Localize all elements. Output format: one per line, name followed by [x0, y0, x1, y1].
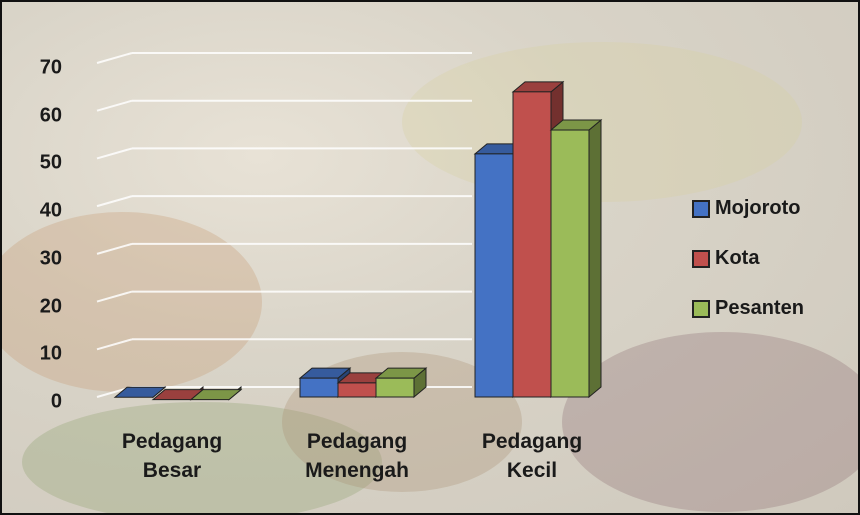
grid-line — [96, 290, 133, 303]
y-tick-label: 0 — [50, 390, 62, 413]
bar — [374, 367, 428, 399]
x-tick-label: Pedagang Besar — [121, 430, 223, 483]
legend-swatch — [692, 199, 710, 218]
bar — [189, 385, 243, 401]
grid-line — [96, 52, 133, 64]
legend-item: Kota — [692, 247, 759, 270]
legend-item: Pesanten — [692, 297, 804, 320]
y-tick-label: 30 — [39, 247, 62, 270]
legend-label: Mojoroto — [715, 197, 801, 219]
x-tick-label: Pedagang Kecil — [481, 430, 583, 483]
legend-item: Mojoroto — [692, 197, 801, 220]
x-tick-label: Pedagang Menengah — [305, 430, 409, 483]
grid-line — [96, 99, 133, 112]
legend-label: Pesanten — [715, 297, 804, 319]
y-tick-label: 60 — [39, 104, 62, 127]
legend-label: Kota — [715, 247, 760, 269]
bar — [113, 385, 167, 399]
legend-swatch — [692, 299, 710, 318]
y-tick-label: 70 — [39, 56, 62, 79]
y-tick-label: 40 — [39, 199, 62, 222]
bar — [549, 118, 603, 399]
grid-line — [96, 195, 133, 208]
y-tick-label: 50 — [39, 151, 62, 174]
grid-line — [96, 338, 133, 351]
y-tick-label: 20 — [39, 295, 62, 318]
grid-line — [96, 147, 133, 160]
legend-swatch — [692, 249, 710, 268]
grid-line — [96, 242, 133, 255]
y-tick-label: 10 — [39, 342, 62, 365]
